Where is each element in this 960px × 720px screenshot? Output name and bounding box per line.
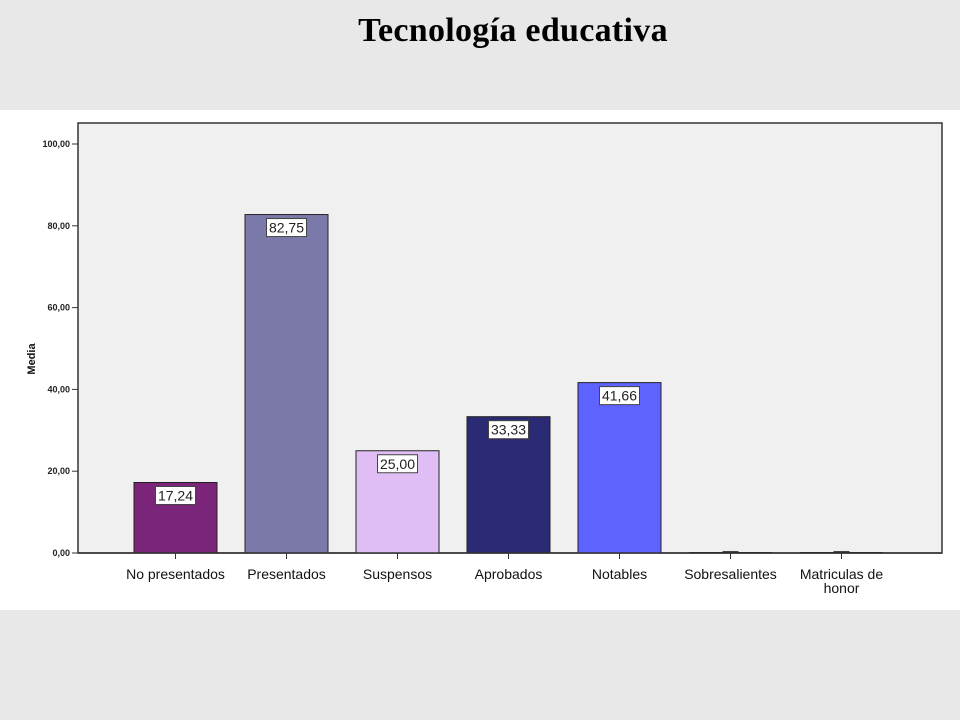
data-label: 25,00 (377, 454, 418, 474)
bar (244, 214, 329, 554)
data-label-box (155, 485, 196, 505)
bar-chart: Media 17,24 82,75 25,00 33,33 41,66 0,00 20,0… (26, 122, 943, 596)
y-tick-label: 40,00 (47, 384, 70, 394)
y-tick-label: 80,00 (47, 221, 70, 231)
y-tick-label: 60,00 (47, 303, 70, 313)
bar (577, 382, 662, 554)
y-axis-title: Media (26, 343, 38, 375)
slide-title: Tecnología educativa (358, 12, 668, 49)
y-tick-label: 100,00 (42, 139, 70, 149)
x-category-label: Notables (592, 566, 647, 582)
data-label-text: 41,66 (602, 388, 637, 404)
x-category-label: Suspensos (363, 566, 432, 582)
data-label-box (488, 420, 529, 440)
data-label: 33,33 (488, 420, 529, 440)
chart-panel: Media 17,24 82,75 25,00 33,33 41,66 0,00 20,0… (0, 110, 960, 610)
data-label: 82,75 (266, 218, 307, 238)
x-category-label: Matriculas de (800, 566, 883, 582)
data-label-text: 33,33 (491, 422, 526, 438)
bars-layer (133, 214, 883, 554)
x-category-label: Sobresalientes (684, 566, 777, 582)
data-label-box (377, 454, 418, 474)
x-category-label: Aprobados (475, 566, 543, 582)
data-label-box (266, 218, 307, 238)
axes-layer: 0,00 20,00 40,00 60,00 80,00 100,00 No present… (42, 139, 942, 596)
data-label-text: 82,75 (269, 220, 304, 236)
data-label: 41,66 (599, 386, 640, 406)
x-category-label: Presentados (247, 566, 326, 582)
data-label-text: 17,24 (158, 487, 193, 503)
x-category-label: No presentados (126, 566, 225, 582)
value-labels-layer: 17,24 82,75 25,00 33,33 41,66 (155, 218, 640, 505)
data-label-text: 25,00 (380, 456, 415, 472)
data-label-box (599, 386, 640, 406)
x-category-label: honor (824, 580, 860, 596)
y-tick-label: 20,00 (47, 466, 70, 476)
bar (466, 416, 551, 554)
y-tick-label: 0,00 (52, 548, 70, 558)
data-label: 17,24 (155, 485, 196, 505)
